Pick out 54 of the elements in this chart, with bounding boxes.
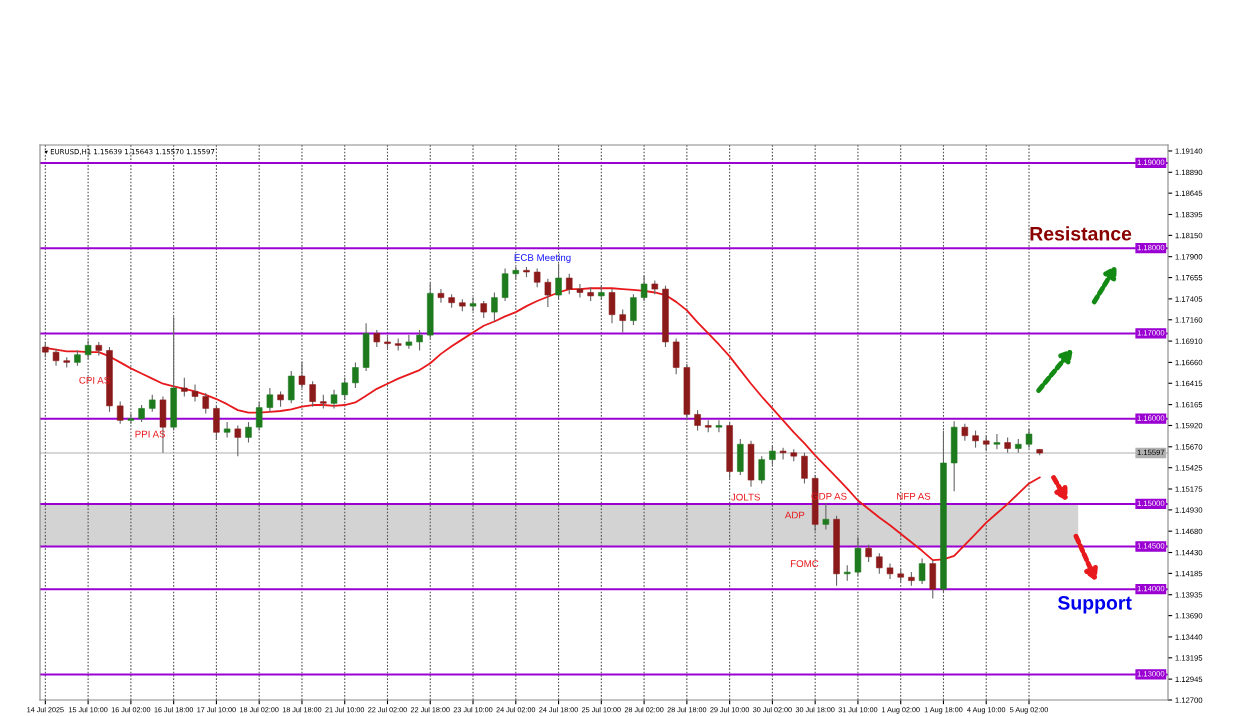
candlestick bbox=[715, 419, 723, 433]
candlestick bbox=[266, 387, 274, 413]
candlestick bbox=[769, 445, 776, 466]
annotation: JOLTS bbox=[731, 493, 760, 501]
candlestick bbox=[213, 404, 220, 441]
candlestick bbox=[352, 361, 359, 389]
candlestick bbox=[245, 421, 252, 444]
candlestick bbox=[288, 370, 295, 404]
candlestick bbox=[330, 389, 338, 409]
candlestick bbox=[84, 339, 92, 360]
annotation: PPI AS bbox=[135, 430, 166, 438]
candlestick bbox=[491, 291, 498, 323]
candlestick bbox=[576, 283, 584, 299]
candlestick bbox=[758, 455, 765, 485]
annotation: Resistance bbox=[1030, 226, 1132, 241]
candlestick bbox=[779, 447, 787, 461]
candlestick bbox=[886, 563, 894, 580]
candlestick bbox=[1025, 428, 1033, 449]
candlestick bbox=[469, 297, 477, 312]
candlestick bbox=[694, 409, 701, 432]
candlestick bbox=[555, 262, 562, 300]
candlestick bbox=[801, 452, 808, 485]
annotation: NFP AS bbox=[897, 492, 931, 500]
candlestick bbox=[854, 536, 862, 577]
candlestick bbox=[544, 278, 552, 308]
candlestick bbox=[234, 424, 242, 457]
candlestick bbox=[191, 384, 199, 403]
candlestick bbox=[416, 329, 423, 352]
annotation: ADP bbox=[784, 511, 805, 519]
candlestick bbox=[630, 293, 637, 326]
candlestick bbox=[298, 360, 306, 389]
candlestick bbox=[341, 377, 348, 401]
candlestick bbox=[309, 380, 316, 408]
candlestick bbox=[127, 412, 135, 425]
annotation: FOMC bbox=[790, 560, 819, 568]
candlestick bbox=[876, 552, 883, 575]
candlestick bbox=[566, 273, 573, 295]
candlestick bbox=[501, 268, 509, 302]
candlestick bbox=[640, 274, 648, 302]
text: Support bbox=[1057, 595, 1132, 614]
candlestick bbox=[822, 502, 830, 531]
candlestick bbox=[619, 308, 626, 334]
candlestick bbox=[993, 433, 1001, 450]
candlestick bbox=[223, 421, 231, 438]
annotation: ECB Meeting bbox=[514, 253, 571, 263]
candlestick bbox=[181, 377, 188, 398]
candlestick bbox=[116, 401, 124, 425]
candlestick bbox=[202, 392, 209, 415]
candlestick bbox=[533, 268, 541, 288]
candlestick bbox=[437, 288, 445, 304]
candlestick bbox=[918, 557, 926, 585]
candlestick bbox=[255, 401, 263, 432]
candlestick bbox=[608, 288, 616, 324]
candlestick bbox=[405, 334, 413, 350]
